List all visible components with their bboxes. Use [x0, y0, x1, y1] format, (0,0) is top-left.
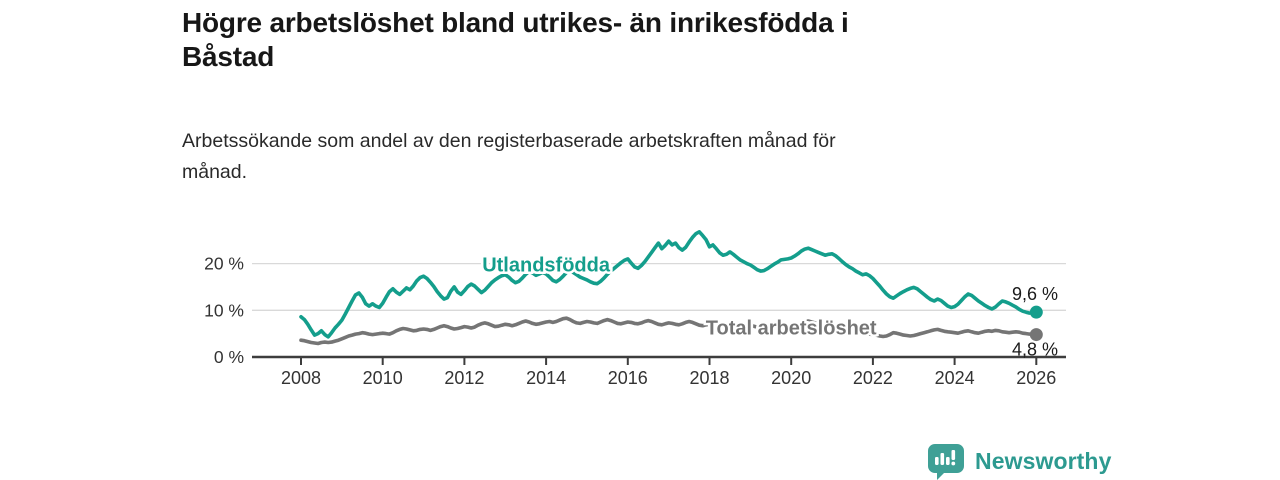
- logo-bar-1: [935, 457, 939, 465]
- newsworthy-logo: Newsworthy: [927, 443, 1111, 480]
- newsworthy-logo-text: Newsworthy: [975, 448, 1112, 474]
- y-tick-label: 20 %: [204, 254, 244, 274]
- series-label-utlandsfödda: Utlandsfödda: [482, 255, 611, 277]
- end-dot: [1029, 328, 1043, 342]
- x-tick-label: 2008: [281, 368, 321, 388]
- logo-bar-2: [940, 453, 945, 465]
- end-dot: [1029, 305, 1043, 319]
- y-tick-label: 0 %: [214, 347, 244, 367]
- chart-title-line2: Båstad: [182, 40, 275, 72]
- chart-subtitle-line1: Arbetssökande som andel av den registerb…: [182, 130, 836, 152]
- x-tick-label: 2018: [689, 368, 729, 388]
- chart-title: Högre arbetslöshet bland utrikes- än inr…: [182, 6, 1042, 73]
- x-tick-label: 2016: [608, 368, 648, 388]
- series-label-total-arbetslöshet: Total arbetslöshet: [706, 318, 877, 340]
- chart-title-line1: Högre arbetslöshet bland utrikes- än inr…: [182, 7, 849, 38]
- end-value-label: 4,8 %: [1012, 340, 1058, 360]
- series-line-utlandsfödda: [299, 230, 1039, 339]
- x-tick-label: 2010: [363, 368, 403, 388]
- x-tick-label: 2014: [526, 368, 566, 388]
- logo-exclamation-dot: [951, 461, 956, 466]
- x-tick-label: 2022: [853, 368, 893, 388]
- end-value-label: 9,6 %: [1012, 284, 1058, 304]
- chart-subtitle: Arbetssökande som andel av den registerb…: [182, 126, 1062, 188]
- x-tick-label: 2024: [935, 368, 975, 388]
- y-tick-label: 10 %: [204, 300, 244, 320]
- logo-bar-3: [946, 457, 950, 465]
- logo-exclamation-bar: [951, 450, 956, 460]
- series-line-total-arbetslöshet: [299, 316, 1039, 346]
- x-tick-label: 2026: [1016, 368, 1056, 388]
- x-tick-label: 2012: [444, 368, 484, 388]
- x-tick-label: 2020: [771, 368, 811, 388]
- chart-subtitle-line2: månad.: [182, 161, 248, 184]
- newsworthy-logo-icon: [928, 444, 964, 480]
